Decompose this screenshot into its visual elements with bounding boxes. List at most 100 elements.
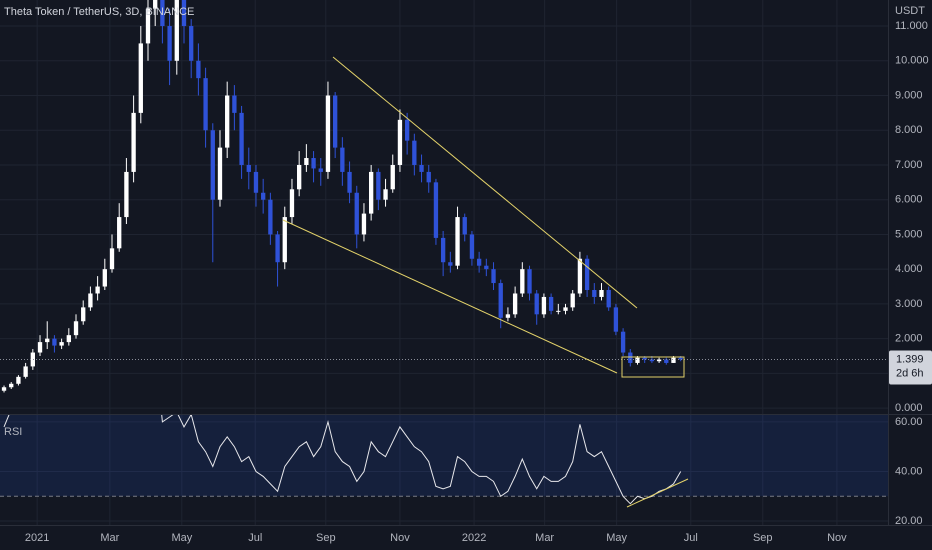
candle-body — [412, 140, 417, 165]
y-tick-label: 0.000 — [895, 402, 923, 414]
countdown-label: 2d 6h — [896, 367, 924, 379]
candle-body — [397, 119, 403, 165]
range-box — [621, 356, 685, 378]
candle-body — [181, 0, 187, 27]
candle-body — [541, 296, 547, 315]
candle-body — [117, 217, 122, 249]
candle-body — [9, 383, 14, 388]
candle-body — [45, 338, 50, 343]
y-tick-label: 9.000 — [895, 89, 923, 101]
candle-body — [476, 258, 482, 266]
candle-body — [548, 296, 554, 311]
candle-body — [1, 387, 7, 391]
candle-body — [570, 293, 575, 308]
candle-body — [37, 342, 43, 353]
candle-body — [282, 217, 287, 263]
candle-body — [217, 147, 223, 200]
candle-body — [160, 0, 165, 27]
candle-body — [131, 112, 136, 172]
candle-body — [354, 192, 359, 235]
candle-body — [462, 217, 467, 235]
x-tick-label: Sep — [753, 532, 773, 544]
y-tick-label: 4.000 — [895, 263, 923, 275]
candle-body — [138, 43, 143, 113]
y-tick-label: 6.000 — [895, 194, 923, 206]
candle-body — [95, 286, 100, 294]
candle-body — [404, 119, 410, 141]
candle-body — [671, 357, 676, 363]
candle-body — [527, 269, 532, 294]
candle-body — [556, 310, 561, 312]
y-tick-label: 8.000 — [895, 124, 923, 136]
candle-body — [268, 199, 273, 235]
trendline-lower — [282, 219, 618, 374]
candle-body — [433, 182, 439, 238]
candle-body — [145, 8, 151, 44]
x-tick-label: May — [171, 532, 192, 544]
candle-body — [599, 290, 604, 297]
candle-body — [124, 171, 129, 218]
candle-body — [30, 352, 35, 367]
candle-body — [52, 338, 57, 346]
candle-body — [73, 321, 79, 336]
candle-body — [642, 357, 647, 360]
candle-body — [383, 189, 388, 200]
candle-body — [469, 234, 475, 259]
candle-body — [203, 78, 208, 131]
candle-body — [347, 171, 352, 193]
candle-body — [239, 112, 244, 165]
candle-body — [563, 307, 568, 311]
candle-body — [440, 237, 446, 263]
trendline-upper — [332, 56, 638, 309]
y-tick-label: 11.000 — [895, 20, 928, 32]
rsi-line — [3, 415, 682, 505]
candle-body — [656, 359, 662, 362]
candle-body — [512, 293, 518, 315]
candle-body — [333, 95, 338, 148]
candle-body — [88, 293, 93, 308]
candle-body — [109, 248, 115, 270]
unit-label: USDT — [895, 5, 925, 17]
x-tick-label: Sep — [316, 532, 336, 544]
rsi-tick-label: 40.00 — [895, 465, 923, 477]
candle-body — [16, 376, 21, 384]
candle-body — [102, 269, 107, 287]
candle-body — [584, 258, 590, 291]
x-tick-label: Jul — [684, 532, 698, 544]
x-tick-label: Jul — [248, 532, 262, 544]
rsi-trendline — [626, 478, 689, 508]
candle-body — [491, 269, 496, 284]
candle-body — [253, 171, 259, 193]
x-tick-label: Mar — [535, 532, 554, 544]
x-tick-label: 2022 — [462, 532, 486, 544]
candle-body — [232, 95, 237, 113]
chart-title: Theta Token / TetherUS, 3D, BINANCE — [4, 6, 194, 18]
candle-body — [419, 164, 424, 172]
candle-body — [592, 290, 597, 297]
x-tick-label: May — [606, 532, 627, 544]
candle-body — [390, 164, 395, 190]
candle-body — [448, 262, 453, 266]
candle-body — [520, 269, 525, 294]
candle-body — [340, 147, 345, 172]
candle-body — [23, 366, 28, 377]
y-tick-label: 10.000 — [895, 55, 929, 67]
candle-body — [361, 213, 367, 235]
candle-body — [613, 307, 619, 332]
x-tick-label: Nov — [827, 532, 847, 544]
candle-body — [225, 95, 230, 148]
y-tick-label: 7.000 — [895, 159, 923, 171]
rsi-tick-label: 60.00 — [895, 416, 923, 428]
candle-body — [289, 189, 295, 218]
candle-body — [81, 307, 86, 322]
candle-body — [196, 60, 201, 79]
candle-body — [577, 258, 583, 294]
candle-body — [153, 0, 158, 9]
candle-body — [261, 192, 266, 200]
candle-body — [505, 314, 511, 318]
candle-body — [678, 357, 683, 360]
candle-body — [534, 293, 539, 315]
candle-body — [189, 26, 194, 61]
